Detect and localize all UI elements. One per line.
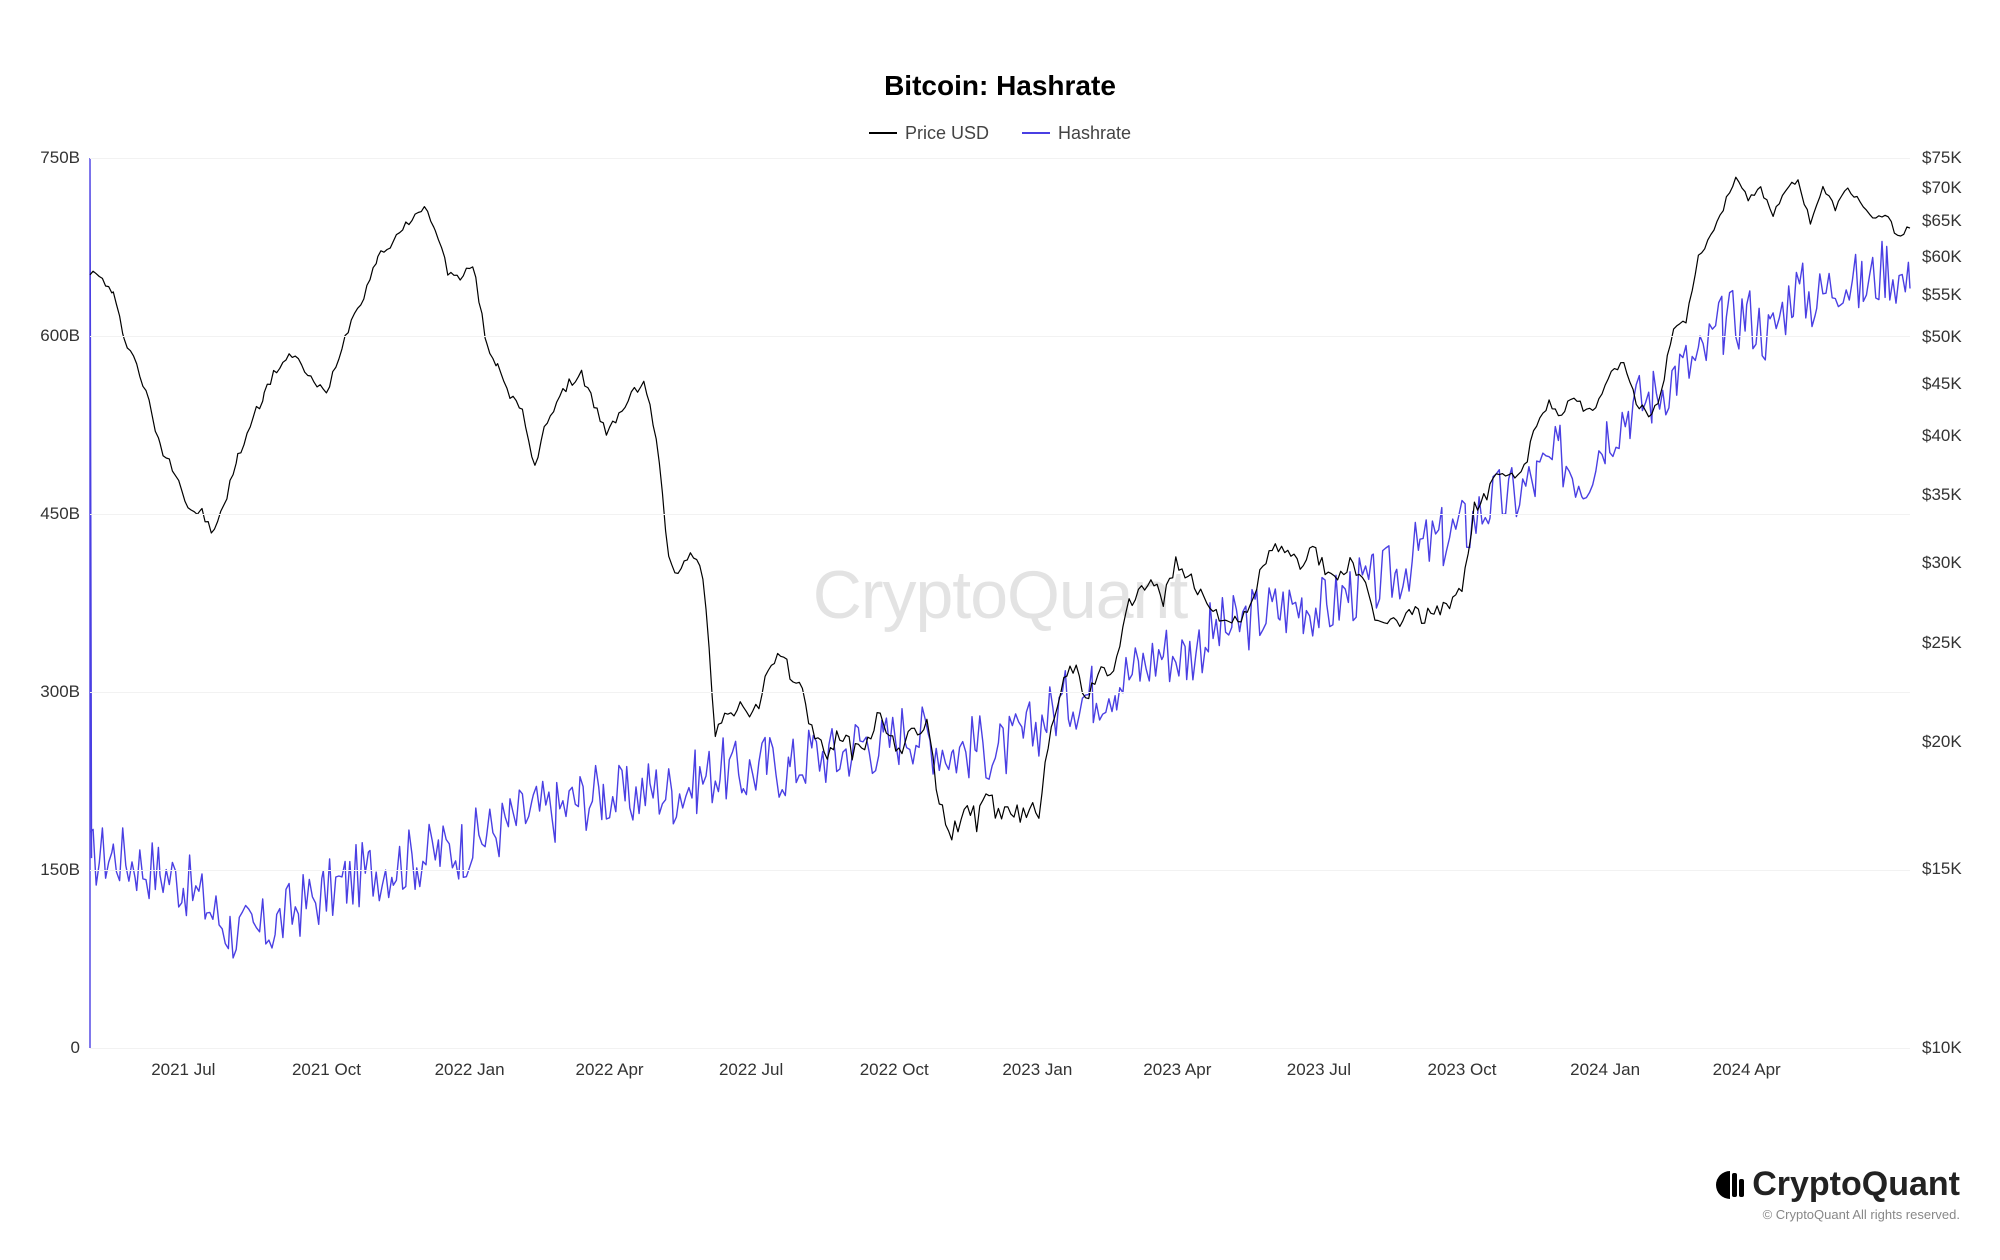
y-right-tick: $55K [1922,285,1982,305]
chart-container: Bitcoin: Hashrate Price USD Hashrate Cry… [0,0,2000,1260]
y-right-tick: $50K [1922,327,1982,347]
chart-title: Bitcoin: Hashrate [0,70,2000,102]
x-tick: 2022 Oct [860,1060,929,1080]
y-left-tick: 450B [20,504,80,524]
y-left-tick: 600B [20,326,80,346]
y-right-tick: $75K [1922,148,1982,168]
copyright-text: © CryptoQuant All rights reserved. [1763,1207,1960,1222]
y-right-tick: $70K [1922,178,1982,198]
y-left-tick: 300B [20,682,80,702]
legend-swatch-price [869,132,897,134]
plot-area[interactable]: CryptoQuant 0150B300B450B600B750B$10K$15… [90,158,1910,1048]
brand-icon [1708,1167,1744,1203]
y-left-tick: 150B [20,860,80,880]
y-right-tick: $45K [1922,374,1982,394]
x-tick: 2024 Apr [1713,1060,1781,1080]
plot-svg [90,158,1910,1048]
x-tick: 2022 Jan [435,1060,505,1080]
x-tick: 2024 Jan [1570,1060,1640,1080]
x-tick: 2023 Oct [1428,1060,1497,1080]
legend-label-price: Price USD [905,123,989,144]
brand-name: CryptoQuant [1752,1165,1960,1204]
y-right-tick: $30K [1922,553,1982,573]
y-right-tick: $40K [1922,426,1982,446]
x-tick: 2022 Apr [576,1060,644,1080]
chart-legend: Price USD Hashrate [0,118,2000,144]
y-right-tick: $15K [1922,859,1982,879]
y-right-tick: $35K [1922,485,1982,505]
x-tick: 2022 Jul [719,1060,783,1080]
x-tick: 2023 Jul [1287,1060,1351,1080]
y-right-tick: $25K [1922,633,1982,653]
y-right-tick: $65K [1922,211,1982,231]
legend-item-price[interactable]: Price USD [869,123,989,144]
x-tick: 2023 Apr [1143,1060,1211,1080]
legend-label-hashrate: Hashrate [1058,123,1131,144]
x-tick: 2021 Jul [151,1060,215,1080]
y-left-tick: 0 [20,1038,80,1058]
brand-logo[interactable]: CryptoQuant [1708,1165,1960,1204]
y-right-tick: $60K [1922,247,1982,267]
legend-item-hashrate[interactable]: Hashrate [1022,123,1131,144]
y-left-tick: 750B [20,148,80,168]
legend-swatch-hashrate [1022,132,1050,134]
y-right-tick: $10K [1922,1038,1982,1058]
x-tick: 2021 Oct [292,1060,361,1080]
y-right-tick: $20K [1922,732,1982,752]
x-tick: 2023 Jan [1002,1060,1072,1080]
